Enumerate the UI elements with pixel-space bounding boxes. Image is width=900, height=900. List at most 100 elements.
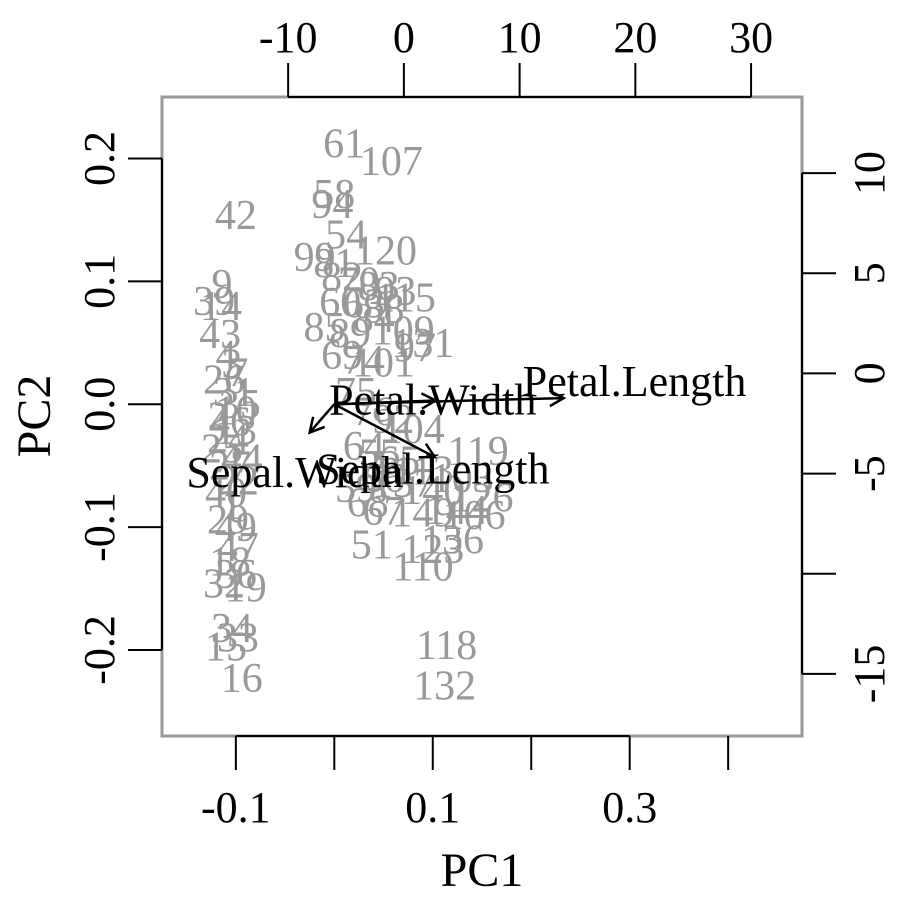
observation-label: 15 [205, 624, 247, 670]
observation-label: 40 [205, 471, 247, 517]
observation-label: 13 [215, 408, 257, 454]
observation-label: 140 [401, 468, 464, 514]
observation-label: 60 [319, 280, 361, 326]
variable-label: Sepal.Length [316, 444, 549, 493]
x-tick-label: 0.3 [602, 783, 657, 832]
observation-label: 144 [425, 488, 488, 534]
observation-label: 10 [215, 388, 257, 434]
observation-label: 68 [347, 481, 389, 527]
observation-label: 31 [213, 370, 255, 416]
observation-label: 34 [211, 606, 253, 652]
observation-label: 70 [338, 259, 380, 305]
variable-label: Petal.Length [523, 357, 747, 406]
observation-label: 119 [447, 429, 508, 475]
observation-label: 26 [203, 358, 245, 404]
observation-label: 18 [209, 540, 251, 586]
observation-label: 115 [374, 275, 435, 321]
observation-label: 49 [215, 505, 257, 551]
observation-label: 2 [208, 395, 229, 441]
right-tick-label: 0 [845, 362, 894, 384]
variable-label: Sepal.Width [186, 448, 403, 497]
variable-label: Petal.Width [329, 376, 536, 425]
observation-label: 74 [343, 338, 385, 384]
observation-label: 103 [431, 456, 494, 502]
observation-label: 3 [221, 342, 242, 388]
y-axis-title: PC2 [8, 375, 61, 458]
observation-label: 88 [363, 286, 405, 332]
observation-label: 136 [421, 517, 484, 563]
observation-label: 25 [201, 426, 243, 472]
y-tick-label: 0.0 [75, 377, 124, 432]
top-tick-label: 30 [729, 13, 773, 62]
observation-label: 9 [212, 262, 233, 308]
observation-label: 29 [207, 498, 249, 544]
observation-label: 149 [391, 490, 454, 536]
observation-label: 89 [329, 311, 371, 357]
observation-label: 14 [200, 284, 242, 330]
y-tick-label: 0.2 [75, 131, 124, 186]
x-axis-bottom: -0.1 0.1 0.3 [201, 735, 730, 832]
observation-label: 47 [217, 525, 259, 571]
observation-label: 120 [354, 229, 417, 275]
observation-label: 132 [413, 664, 476, 710]
observation-label: 35 [219, 382, 261, 428]
observation-label: 44 [221, 436, 263, 482]
observation-label: 36 [215, 552, 257, 598]
observation-label: 24 [207, 417, 249, 463]
right-tick-label: -15 [845, 645, 894, 704]
observation-label: 58 [313, 172, 355, 218]
top-tick-label: -10 [259, 13, 318, 62]
observation-label: 22 [217, 458, 259, 504]
observation-label: 55 [359, 431, 401, 477]
observation-label: 27 [209, 444, 251, 490]
observation-label: 118 [416, 623, 477, 669]
top-tick-label: 0 [393, 13, 415, 62]
observation-label: 76 [353, 390, 395, 436]
observation-label: 82 [321, 254, 363, 300]
observation-label: 131 [391, 321, 454, 367]
observation-label: 46 [209, 399, 251, 445]
observation-label: 59 [335, 466, 377, 512]
variable-arrow [334, 399, 436, 406]
observation-label: 126 [451, 476, 514, 522]
variable-arrowhead [420, 392, 439, 410]
variable-arrowhead [548, 389, 567, 408]
observation-label: 69 [321, 333, 363, 379]
observation-label: 32 [203, 562, 245, 608]
right-tick-label: 5 [845, 262, 894, 284]
observation-label: 54 [325, 213, 367, 259]
observation-label: 106 [443, 493, 506, 539]
observation-label: 85 [303, 305, 345, 351]
observation-label: 33 [217, 616, 259, 662]
observation-label: 99 [294, 235, 336, 281]
variable-arrowhead [307, 416, 326, 435]
x-tick-label: -0.1 [201, 783, 271, 832]
observation-label: 81 [313, 241, 355, 287]
observation-label: 83 [358, 264, 400, 310]
observation-label: 67 [363, 489, 405, 535]
variable-arrow [333, 403, 436, 459]
observation-label: 51 [351, 522, 393, 568]
observation-label: 61 [323, 122, 365, 168]
right-tick-label: 10 [845, 151, 894, 195]
variable-arrowhead [418, 443, 438, 459]
top-tick-label: 20 [613, 13, 657, 62]
observation-label: 42 [215, 193, 257, 239]
observation-label: 107 [360, 139, 423, 185]
observation-label: 19 [225, 565, 267, 611]
x-tick-label: 0.1 [405, 783, 460, 832]
observation-label: 137 [372, 461, 435, 507]
observation-label: 101 [352, 340, 415, 386]
y-tick-label: 0.1 [75, 254, 124, 309]
top-tick-label: 10 [498, 13, 542, 62]
observation-label: 123 [401, 527, 464, 573]
observation-label: 7 [227, 350, 248, 396]
right-tick-label: -5 [845, 455, 894, 492]
observation-label: 93 [374, 269, 416, 315]
y-axis-left: -0.2 -0.1 0.0 0.1 0.2 [75, 131, 163, 685]
observation-label: 63 [343, 281, 385, 327]
x-axis-top: -10 0 10 20 30 [259, 13, 773, 98]
